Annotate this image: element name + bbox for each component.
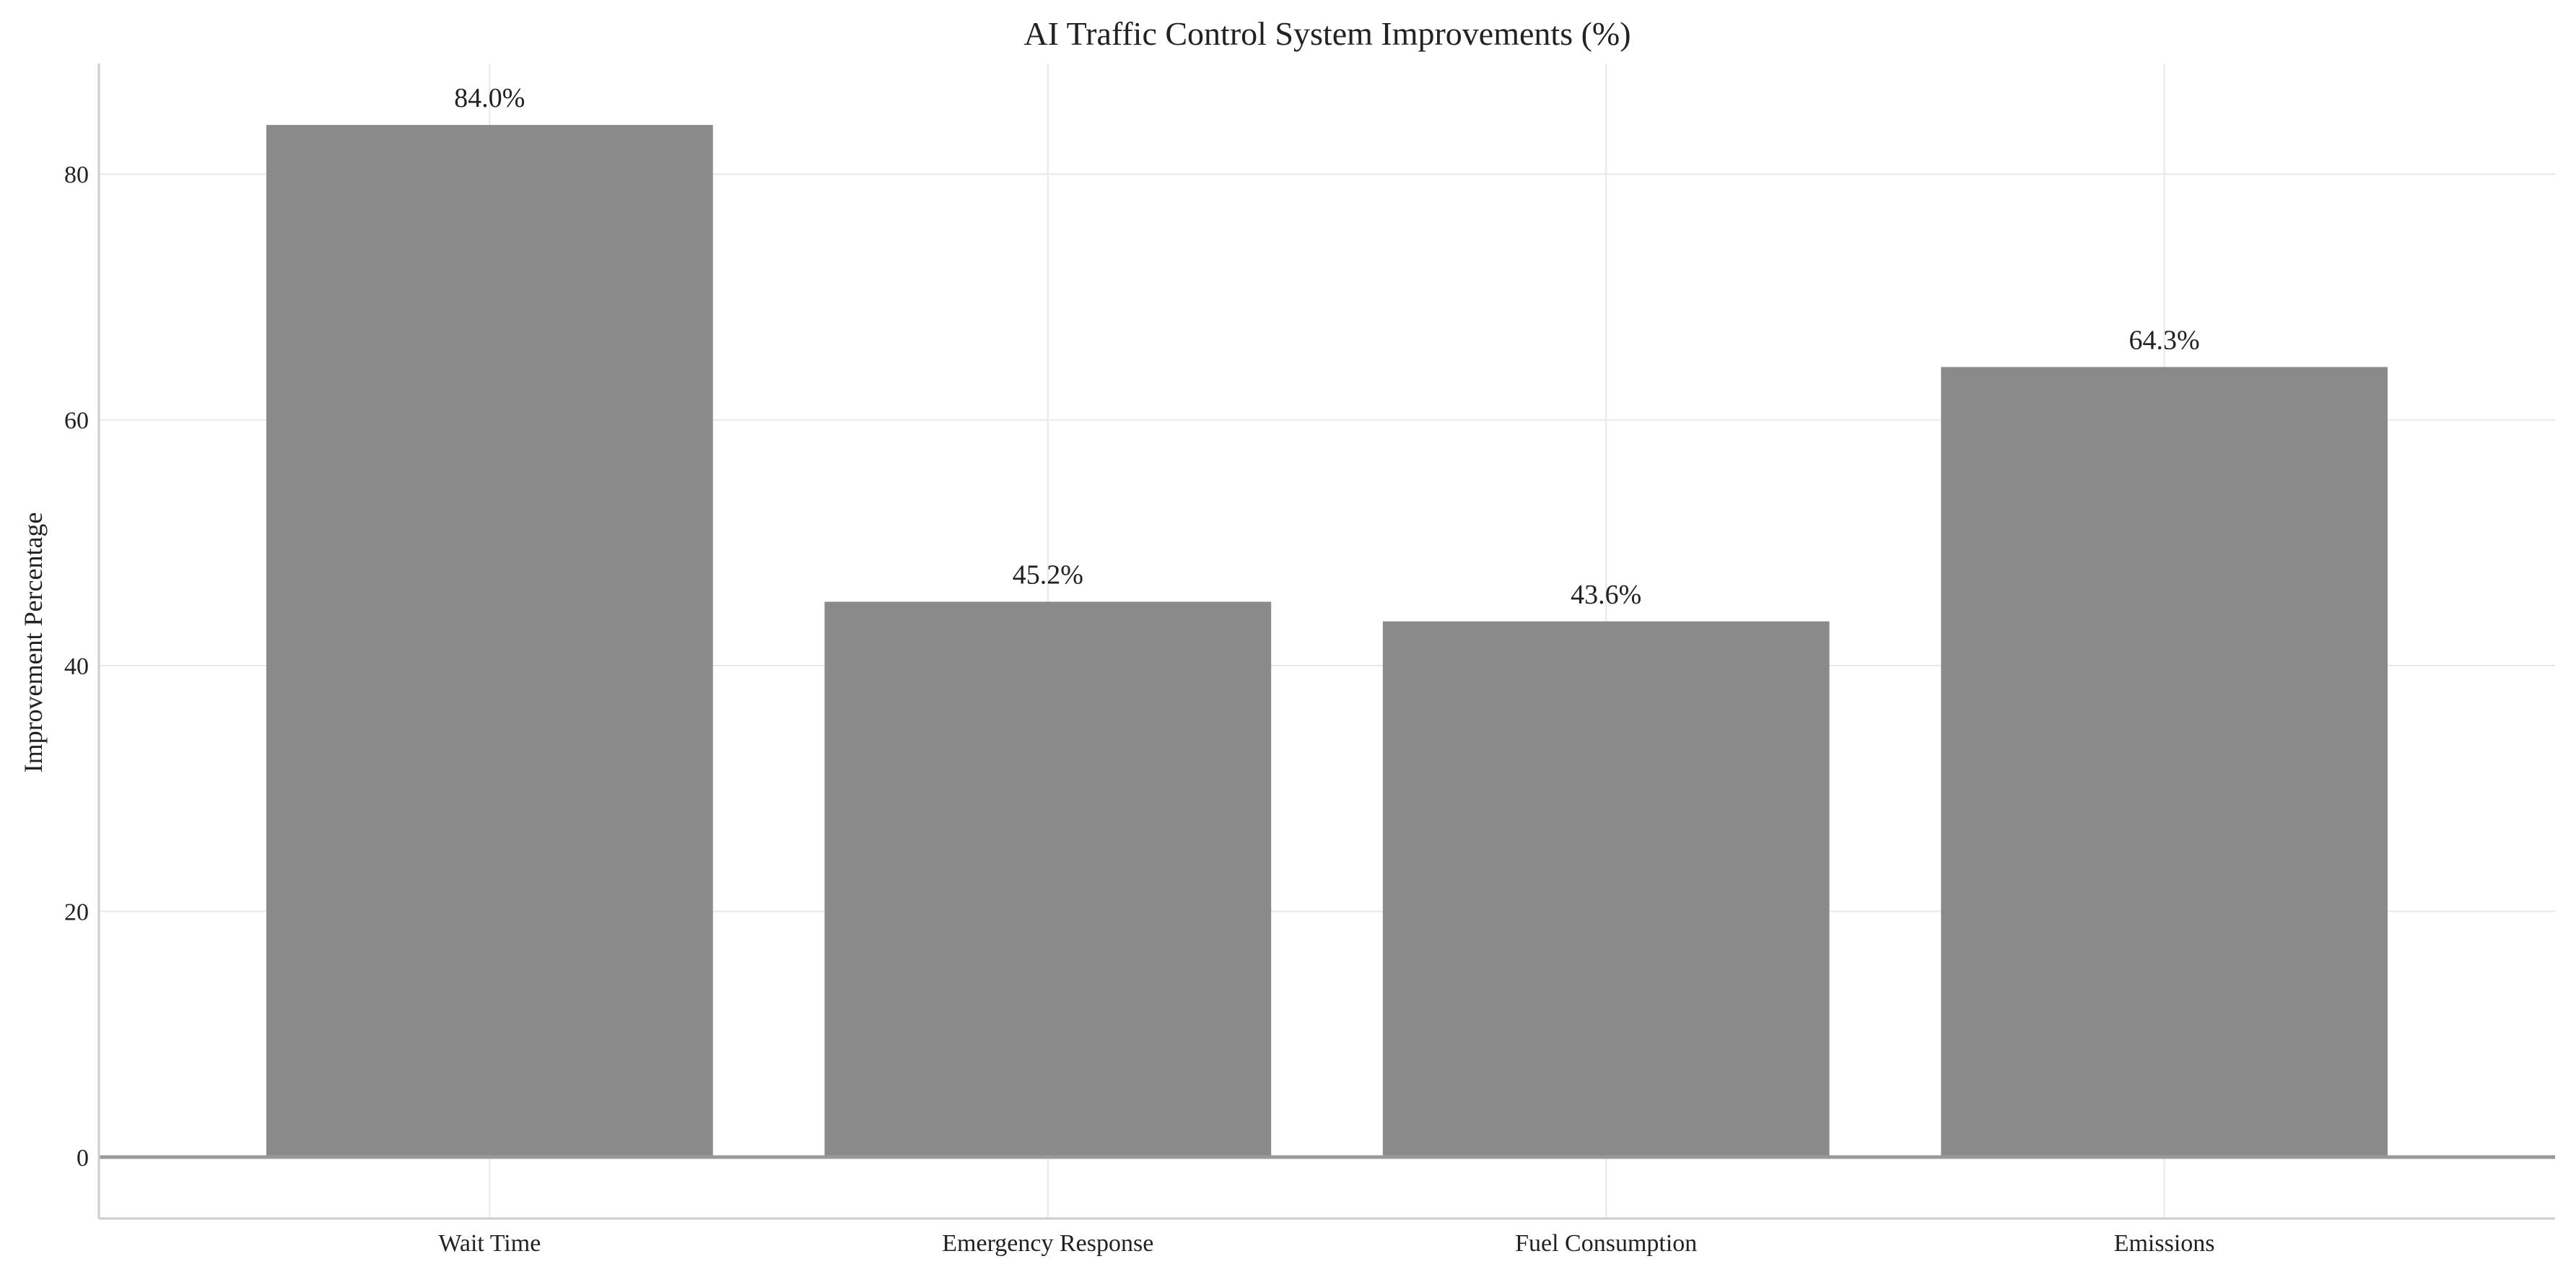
- bar: [1941, 367, 2388, 1157]
- x-tick-label: Emissions: [2114, 1230, 2215, 1257]
- chart-title: AI Traffic Control System Improvements (…: [1023, 15, 1630, 52]
- bars: [266, 125, 2388, 1157]
- x-tick-label: Wait Time: [438, 1230, 541, 1257]
- y-axis-label: Improvement Percentage: [19, 513, 48, 773]
- y-tick-label: 20: [64, 899, 89, 925]
- bar-value-label: 84.0%: [454, 83, 525, 113]
- bar: [1382, 621, 1830, 1157]
- y-tick-label: 80: [64, 162, 89, 188]
- y-tick-label: 0: [77, 1145, 89, 1172]
- labels: 0 20 40 60 80 84.0% Wait Time 45.2% Emergency Re…: [64, 83, 2215, 1257]
- bar-value-label: 45.2%: [1013, 560, 1083, 590]
- bar: [824, 601, 1272, 1157]
- axes: [97, 64, 2555, 1220]
- y-tick-label: 40: [64, 653, 89, 680]
- x-tick-label: Emergency Response: [942, 1230, 1153, 1257]
- bar-value-label: 64.3%: [2129, 325, 2200, 355]
- y-tick-label: 60: [64, 408, 89, 435]
- x-tick-label: Fuel Consumption: [1515, 1230, 1697, 1257]
- bar-value-label: 43.6%: [1571, 580, 1641, 610]
- bar: [266, 125, 713, 1157]
